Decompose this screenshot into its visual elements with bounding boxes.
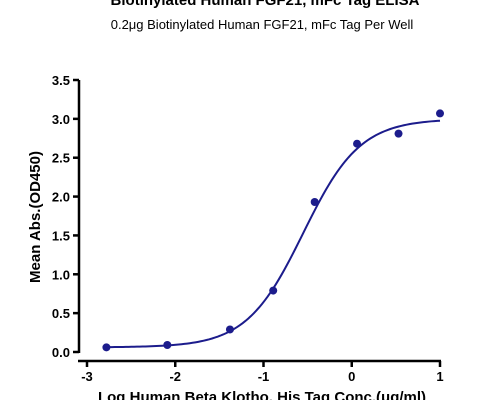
chart-title: Biotinylated Human FGF21, mFc Tag ELISA <box>111 0 420 9</box>
y-tick-label: 1.5 <box>52 228 70 243</box>
y-tick-label: 3.5 <box>52 73 70 88</box>
data-point <box>394 129 403 138</box>
fit-curve-layer <box>106 119 441 349</box>
y-tick-label: 0.5 <box>52 306 70 321</box>
data-point <box>163 341 172 350</box>
x-tick-label: -2 <box>169 369 181 384</box>
data-point <box>353 139 362 148</box>
x-axis-label: Log Human Beta Klotho, His Tag Conc.(μg/… <box>98 389 426 400</box>
chart-subtitle: 0.2μg Biotinylated Human FGF21, mFc Tag … <box>111 17 414 32</box>
y-tick-label: 2.5 <box>52 151 70 166</box>
data-point <box>310 198 319 207</box>
x-tick-label: 0 <box>348 369 355 384</box>
y-tick-label: 3.0 <box>52 112 70 127</box>
x-tick-label: -3 <box>81 369 93 384</box>
data-point <box>436 109 444 118</box>
axes: 0.0 0.5 1.0 1.5 2.0 2.5 3.0 3.5 -3 -2 -1 0 1 <box>52 73 444 384</box>
x-tick-label: -1 <box>258 369 270 384</box>
y-axis-label: Mean Abs.(OD450) <box>27 151 44 283</box>
y-tick-label: 1.0 <box>52 267 70 282</box>
fit-curve <box>106 119 441 349</box>
data-points <box>102 109 444 352</box>
x-tick-label: 1 <box>436 369 443 384</box>
data-point <box>225 325 234 334</box>
y-tick-label: 2.0 <box>52 190 70 205</box>
y-tick-label: 0.0 <box>52 345 70 360</box>
data-point <box>102 343 111 352</box>
data-point <box>269 286 278 295</box>
